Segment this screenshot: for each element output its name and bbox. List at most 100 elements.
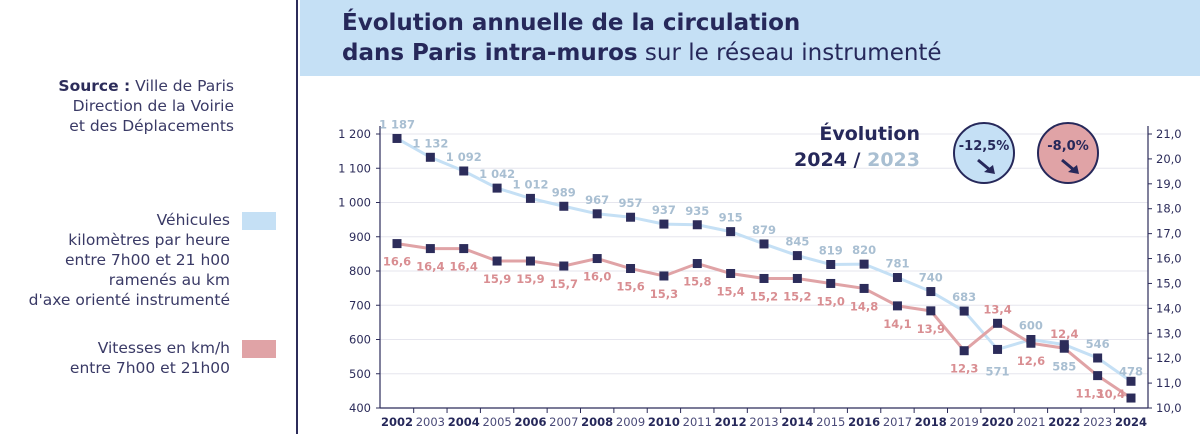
x-tick-label: 2009 — [616, 415, 645, 429]
vehicles-data-label: 1 132 — [412, 136, 448, 150]
y-right-tick-label: 17,0 — [1156, 227, 1182, 241]
legend-speed: Vitesses en km/h entre 7h00 et 21h00 — [70, 338, 276, 378]
vehicles-point — [926, 287, 936, 297]
speed-data-label: 15,2 — [783, 289, 811, 303]
vehicles-data-label: 819 — [819, 243, 843, 257]
left-panel: Source : Ville de Paris Direction de la … — [0, 0, 298, 434]
source-note: Source : Ville de Paris Direction de la … — [58, 76, 234, 136]
evolution-year-current: 2024 — [794, 149, 847, 171]
legend-vehicles-line-5: d'axe orienté instrumenté — [28, 291, 230, 309]
speed-data-label: 14,1 — [883, 317, 911, 331]
panel-divider — [296, 0, 298, 434]
vehicles-point — [726, 227, 736, 237]
vehicles-change-badge — [953, 122, 1015, 184]
vehicles-data-label: 989 — [552, 185, 576, 199]
speed-point — [993, 318, 1003, 328]
title-line-1: Évolution annuelle de la circulation — [342, 10, 801, 36]
speed-data-label: 13,4 — [983, 302, 1011, 316]
vehicles-data-label: 600 — [1019, 319, 1043, 333]
x-tick-label: 2010 — [648, 415, 680, 429]
speed-change-value: -8,0% — [1047, 139, 1088, 154]
vehicles-point — [459, 166, 469, 176]
vehicles-point — [792, 251, 802, 261]
vehicles-data-label: 546 — [1086, 337, 1110, 351]
vehicles-data-label: 967 — [585, 193, 609, 207]
speed-point — [1026, 338, 1036, 348]
grid-lines — [380, 133, 1148, 409]
vehicles-data-label: 937 — [652, 203, 676, 217]
vehicles-point — [826, 259, 836, 269]
legend-speed-swatch — [242, 340, 276, 358]
vehicles-data-label: 935 — [685, 204, 709, 218]
evolution-title: Évolution — [819, 122, 920, 145]
legend-vehicles-swatch — [242, 212, 276, 230]
vehicles-data-label: 1 092 — [446, 150, 482, 164]
x-tick-label: 2016 — [848, 415, 880, 429]
speed-data-label: 13,9 — [917, 322, 945, 336]
speed-change-badge — [1037, 122, 1099, 184]
speed-data-label: 15,0 — [817, 294, 845, 308]
vehicles-point — [626, 212, 636, 222]
vehicles-point — [959, 306, 969, 316]
vehicles-data-label: 571 — [986, 364, 1010, 378]
legend-vehicles-line-1: Véhicules — [156, 211, 230, 229]
speed-point — [425, 244, 435, 254]
arrow-down-right-icon — [1061, 158, 1079, 174]
x-tick-label: 2019 — [950, 415, 979, 429]
y-right-tick-label: 12,0 — [1156, 351, 1182, 365]
speed-point — [492, 256, 502, 266]
source-line-3: et des Déplacements — [69, 117, 234, 135]
x-tick-label: 2013 — [749, 415, 778, 429]
speed-data-label: 12,3 — [950, 362, 978, 376]
title-line-2-bold: dans Paris intra-muros — [342, 40, 638, 66]
vehicles-data-label: 1 187 — [379, 117, 415, 131]
y-left-tick-label: 500 — [349, 367, 371, 381]
vehicles-change-value: -12,5% — [959, 139, 1010, 154]
x-tick-label: 2023 — [1083, 415, 1112, 429]
speed-data-label: 15,9 — [483, 272, 511, 286]
evolution-years: 2024 / 2023 — [794, 149, 920, 171]
x-tick-label: 2011 — [683, 415, 712, 429]
y-right-tick-label: 20,0 — [1156, 152, 1182, 166]
vehicles-point — [759, 239, 769, 249]
vehicles-point — [492, 183, 502, 193]
x-tick-label: 2020 — [982, 415, 1014, 429]
speed-data-label: 15,9 — [516, 272, 544, 286]
speed-data-label: 15,7 — [550, 277, 578, 291]
speed-point — [892, 301, 902, 311]
vehicles-data-label: 879 — [752, 223, 776, 237]
x-tick-label: 2015 — [816, 415, 845, 429]
speed-data-label: 16,6 — [383, 255, 411, 269]
x-tick-label: 2021 — [1016, 415, 1045, 429]
x-tick-label: 2024 — [1115, 415, 1147, 429]
y-right-tick-label: 13,0 — [1156, 326, 1182, 340]
evolution-year-previous: 2023 — [867, 149, 920, 171]
vehicles-data-label: 820 — [852, 243, 876, 257]
speed-data-label: 12,6 — [1017, 354, 1045, 368]
y-right-tick-label: 18,0 — [1156, 202, 1182, 216]
y-left-tick-label: 900 — [349, 230, 371, 244]
speed-point — [792, 273, 802, 283]
speed-data-label: 10,4 — [1097, 387, 1125, 401]
x-tick-label: 2003 — [416, 415, 445, 429]
speed-data-label: 16,0 — [583, 270, 611, 284]
speed-point — [525, 256, 535, 266]
vehicles-point — [592, 209, 602, 219]
y-right-tick-label: 16,0 — [1156, 252, 1182, 266]
legend-vehicles-line-2: kilomètres par heure — [68, 231, 230, 249]
arrow-down-right-icon — [977, 158, 995, 174]
speed-data-label: 11,3 — [1075, 387, 1103, 401]
vehicles-point — [1126, 376, 1136, 386]
legend-speed-line-2: entre 7h00 et 21h00 — [69, 359, 230, 377]
speed-point — [392, 239, 402, 249]
y-left-tick-label: 1 200 — [338, 127, 371, 141]
x-tick-label: 2006 — [514, 415, 546, 429]
vehicles-point — [1093, 353, 1103, 363]
speed-point — [659, 271, 669, 281]
speed-data-label: 15,2 — [750, 289, 778, 303]
speed-point — [759, 273, 769, 283]
vehicles-data-label: 957 — [619, 196, 643, 210]
vehicles-point — [692, 220, 702, 230]
y-right-tick-label: 15,0 — [1156, 276, 1182, 290]
